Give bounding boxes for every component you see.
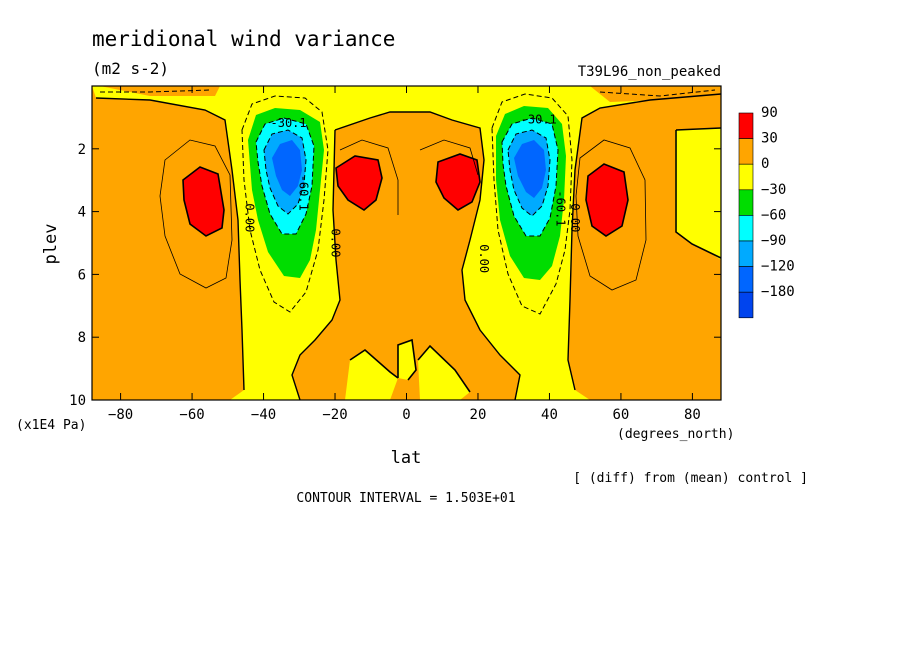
colorbar-label: −90 [761, 233, 786, 249]
colorbar-swatch [738, 266, 754, 293]
bold-contours [182, 127, 721, 393]
colorbar-label: −60 [761, 207, 786, 223]
x-tick-label: −40 [251, 407, 276, 423]
field-yellow-pocket-4 [676, 128, 721, 258]
colorbar-label: 0 [761, 156, 769, 172]
solid-contours [95, 93, 721, 400]
field-yellow-pocket-2 [418, 346, 470, 400]
contour-label: -60.1 [554, 190, 568, 226]
x-tick-label: −80 [108, 407, 133, 423]
thin-contours [159, 139, 647, 291]
y-tick-label: 2 [78, 142, 86, 158]
contour-label: 0.00 [477, 244, 491, 273]
units-label: (m2 s-2) [92, 59, 169, 78]
experiment-label: T39L96_non_peaked [578, 64, 721, 80]
contour-label: 0.00 [243, 203, 257, 232]
y-tick-label: 10 [69, 393, 86, 409]
colorbar-swatch [738, 138, 754, 165]
colorbar-label: −180 [761, 284, 795, 300]
dashed-contours [100, 89, 716, 315]
diff-note: [ (diff) from (mean) control ] [573, 471, 808, 486]
colorbar-label: −30 [761, 182, 786, 198]
colorbar-swatch [738, 215, 754, 242]
x-units-label: (degrees_north) [617, 427, 734, 442]
contour-labels: -30.1-60.10.000.00-30.1-60.10.000.00 [243, 113, 582, 273]
contour-label: 0.00 [568, 203, 582, 232]
contour-label: -60.1 [296, 175, 310, 211]
x-tick-label: −20 [322, 407, 347, 423]
x-tick-label: 40 [541, 407, 558, 423]
field-max-4 [586, 164, 628, 236]
contour-interval: CONTOUR INTERVAL = 1.503E+01 [296, 491, 515, 506]
y-axis-label: plev [41, 224, 61, 265]
field-max-3 [436, 154, 480, 210]
colorbar: 90 30 0 −30 −60 −90 −120 −180 [738, 105, 795, 319]
field-well-south-120 [272, 140, 302, 196]
field-well-north-120 [514, 140, 546, 198]
field-yellow-pocket-3 [398, 340, 416, 380]
colorbar-swatch [738, 112, 754, 139]
y-tick-label: 8 [78, 330, 86, 346]
x-tick-label: 80 [684, 407, 701, 423]
colorbar-swatch [738, 189, 754, 216]
chart-title: meridional wind variance [92, 27, 395, 51]
x-tick-label: 20 [470, 407, 487, 423]
field-cap-north [590, 86, 721, 102]
axes: −80 −60 −40 −20 0 20 40 60 80 2 4 6 8 10 [69, 86, 721, 423]
x-tick-label: −60 [179, 407, 204, 423]
colorbar-label: 30 [761, 131, 778, 147]
contour-label: 0.00 [328, 229, 342, 258]
colorbar-swatch [738, 291, 754, 319]
y-tick-label: 6 [78, 267, 86, 283]
contour-field: -30.1-60.10.000.00-30.1-60.10.000.00 [92, 86, 721, 400]
colorbar-label: −120 [761, 259, 795, 275]
field-max-2 [336, 156, 382, 210]
field-yellow-pocket-1 [345, 350, 398, 400]
colorbar-swatch [738, 163, 754, 191]
x-tick-label: 0 [402, 407, 410, 423]
colorbar-label: 90 [761, 105, 778, 121]
colorbar-swatch [738, 240, 754, 267]
field-cap-south [100, 86, 220, 96]
field-max-1 [183, 167, 224, 236]
y-units-label: (x1E4 Pa) [16, 418, 86, 433]
y-tick-label: 4 [78, 205, 86, 221]
x-axis-label: lat [391, 448, 422, 468]
contour-label: -30.1 [521, 113, 557, 127]
contour-label: -30.1 [271, 116, 307, 130]
x-tick-label: 60 [613, 407, 630, 423]
